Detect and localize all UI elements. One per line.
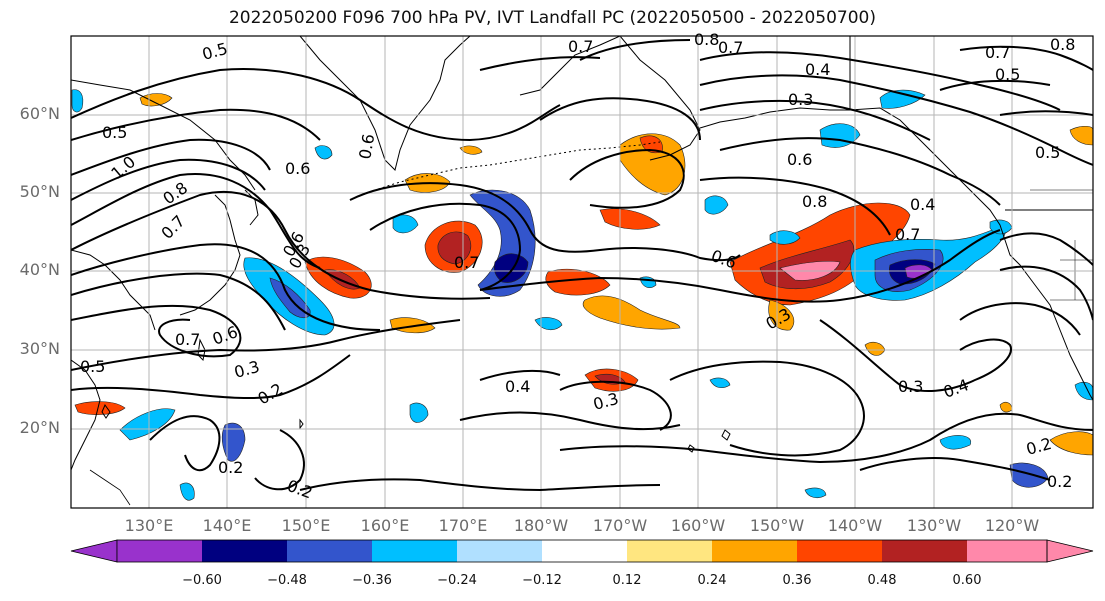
lat-label: 20°N [19,418,60,437]
contour-label: 0.2 [255,379,287,408]
lon-label: 160°W [670,516,726,535]
lon-label: 120°W [984,516,1040,535]
coastlines [71,36,1093,506]
colorbar-segment [457,540,542,562]
contour-label: 0.3 [898,377,923,396]
contour-label: 0.7 [895,225,920,244]
contour-label: 0.7 [157,211,188,242]
contour-label: 0.2 [1047,472,1072,491]
contour-label: 0.2 [285,476,315,503]
contour-label: 0.7 [568,37,593,56]
colorbar-segment [287,540,372,562]
contour-label: 0.3 [788,90,813,109]
pv-contours [71,39,1093,492]
contour-label: 0.7 [454,253,479,272]
contour-label: 0.4 [941,375,971,402]
contour-label: 0.4 [910,195,935,214]
contour-label: 0.3 [232,357,262,382]
colorbar-tick-label: 0.48 [867,573,897,588]
map-frame [70,35,1094,509]
contour-label: 0.5 [1035,143,1060,162]
colorbar-tick-label: 0.60 [952,573,982,588]
colorbar-segment [797,540,882,562]
shaded-anomalies [71,89,1093,501]
colorbar-tick-label: 0.24 [697,573,727,588]
lon-label: 170°W [592,516,648,535]
colorbar-segment [202,540,287,562]
lon-label: 160°E [360,516,410,535]
lat-label: 50°N [19,182,60,201]
colorbar-segment [117,540,202,562]
contour-label: 0.8 [159,178,191,208]
contour-label: 0.5 [995,65,1020,84]
contour-label: 0.2 [1024,434,1054,459]
colorbar-segment [967,540,1047,562]
contour-label: 0.7 [175,330,200,349]
lon-label: 170°E [438,516,488,535]
colorbar-tick-label: 0.12 [612,573,642,588]
contour-label: 0.8 [802,192,827,211]
colorbar-segment [882,540,967,562]
contour-label: 0.8 [694,30,719,49]
map-title: 2022050200 F096 700 hPa PV, IVT Landfall… [228,8,876,28]
colorbar-tick-label: −0.48 [267,573,307,588]
colorbar-min-extension [70,539,118,563]
lat-label: 60°N [19,104,60,123]
contour-label: 0.6 [285,159,310,178]
lon-label: 150°W [749,516,805,535]
lon-label: 140°E [202,516,252,535]
colorbar-segment [372,540,457,562]
lon-label: 180°W [513,516,569,535]
lon-label: 130°W [906,516,962,535]
contour-label: 0.5 [102,123,127,142]
contour-label: 0.7 [985,43,1010,62]
colorbar-tick-label: −0.24 [437,573,477,588]
lat-label: 40°N [19,260,60,279]
contour-label: 0.2 [218,458,243,477]
contour-label: 0.5 [80,357,105,376]
contour-label: 0.4 [505,377,530,396]
colorbar-tick-label: −0.36 [352,573,392,588]
contour-label: 0.3 [591,389,621,414]
lon-label: 150°E [281,516,331,535]
colorbar-segment [627,540,712,562]
contour-label: 0.5 [200,39,230,64]
colorbar [70,539,1094,563]
contour-label: 0.6 [355,132,378,160]
contour-label: 0.7 [718,38,743,57]
lon-label: 140°W [827,516,883,535]
contour-label: 1.0 [107,152,139,183]
colorbar-max-extension [1046,539,1094,563]
colorbar-tick-label: −0.60 [182,573,222,588]
colorbar-tick-label: 0.36 [782,573,812,588]
contour-label: 0.4 [805,60,830,79]
contour-label: 0.8 [1050,35,1075,54]
lat-label: 30°N [19,339,60,358]
gridlines [71,36,1093,508]
colorbar-tick-label: −0.12 [522,573,562,588]
lon-label: 130°E [124,516,174,535]
colorbar-segment [542,540,627,562]
colorbar-segment [712,540,797,562]
contour-label: 0.6 [787,150,812,169]
